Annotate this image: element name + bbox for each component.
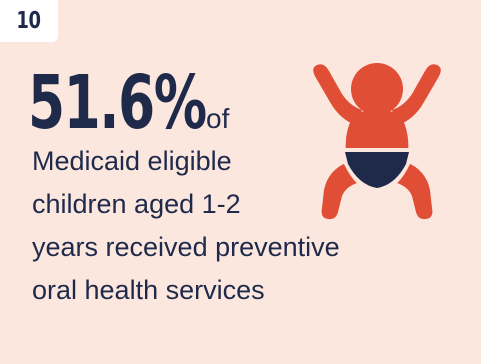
statistic-description: Medicaid eligible children aged 1-2 year…	[32, 140, 452, 312]
baby-left-leg	[321, 162, 360, 220]
baby-right-leg	[394, 162, 433, 220]
description-line: children aged 1-2	[32, 189, 241, 219]
statistic-suffix: of	[206, 103, 230, 134]
item-number: 10	[16, 8, 42, 34]
statistic-line: 51.6% of	[28, 58, 229, 148]
description-line: oral health services	[32, 275, 265, 305]
description-line: years received preventive	[32, 232, 340, 262]
diaper	[345, 152, 409, 188]
baby-in-diaper-icon	[313, 63, 441, 220]
baby-torso	[345, 110, 409, 152]
baby-head	[351, 63, 403, 115]
baby-right-arm	[392, 64, 441, 126]
baby-left-arm	[313, 64, 362, 126]
description-line: Medicaid eligible	[32, 146, 232, 176]
statistic-value: 51.6%	[28, 60, 207, 146]
item-number-badge: 10	[0, 0, 58, 42]
